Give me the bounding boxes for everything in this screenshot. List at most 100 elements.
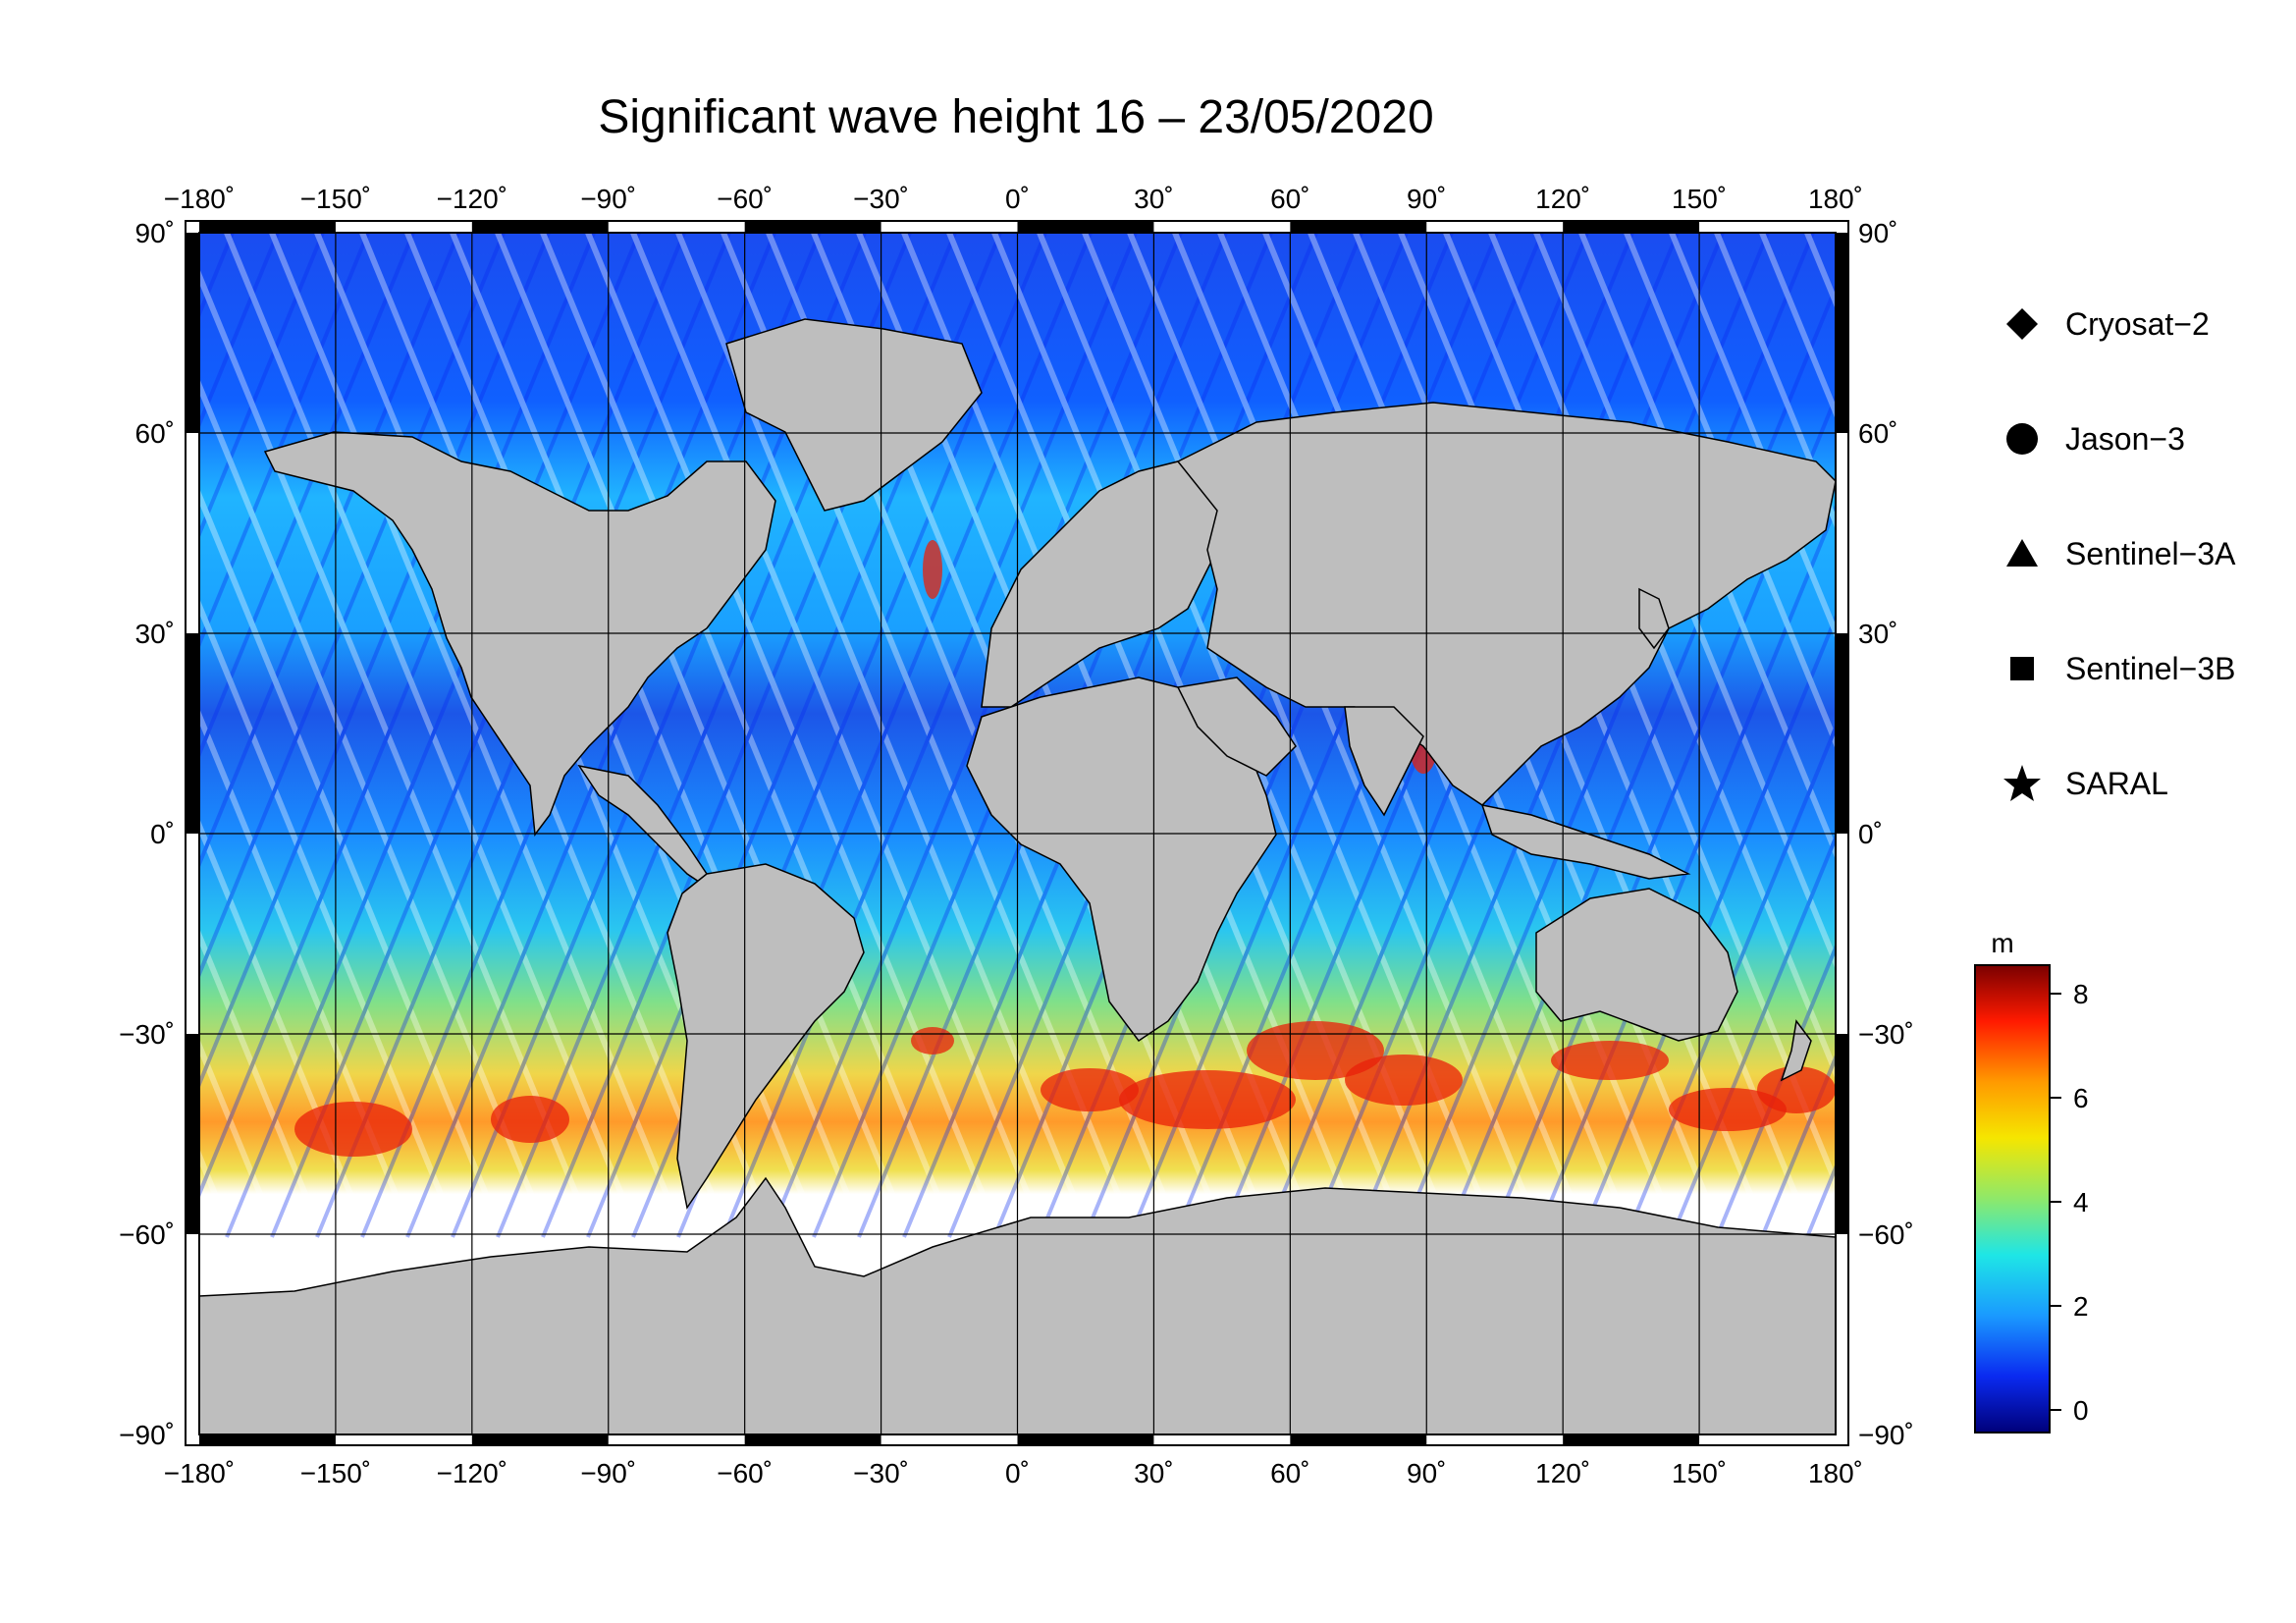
colorbar-tick-label: 6 (2073, 1083, 2089, 1113)
lon-tick-label: −180˚ (164, 1458, 235, 1488)
swath-track (199, 233, 596, 1200)
legend-item: SARAL (2002, 754, 2168, 813)
frame-segment (1563, 1434, 1700, 1445)
swath-track (450, 233, 868, 1239)
frame-segment (744, 1434, 881, 1445)
lat-tick-label: 60˚ (135, 418, 175, 449)
lon-tick-label: 150˚ (1672, 184, 1727, 214)
swath-track (199, 267, 597, 1239)
lon-tick-label: −90˚ (580, 184, 636, 214)
legend-item: Jason−3 (2002, 409, 2185, 468)
swath-track (0, 233, 52, 1237)
lon-tick-label: 180˚ (1808, 184, 1863, 214)
frame-segment (1563, 221, 1700, 233)
swath-track (1670, 832, 1836, 1238)
latitude-labels-left: 90˚ 60˚ 30˚ 0˚ −30˚ −60˚ −90˚ (119, 218, 175, 1450)
land-greenland (725, 318, 983, 512)
swath-track (224, 233, 642, 1239)
lon-tick-label: −180˚ (164, 184, 235, 214)
swath-track (1444, 282, 1836, 1238)
swath-track (0, 233, 7, 1237)
lat-tick-label: 30˚ (1858, 619, 1897, 649)
high-wave-spot (1551, 1041, 1669, 1080)
colorbar: m 8 6 4 2 0 (1974, 928, 2089, 1434)
colorbar-tick-label: 0 (2073, 1395, 2089, 1426)
land-indonesia (1480, 804, 1691, 880)
swath-track (199, 377, 552, 1239)
swath-track (269, 233, 687, 1239)
lon-tick-label: 0˚ (1005, 1458, 1030, 1488)
lat-tick-label: −30˚ (1858, 1019, 1914, 1050)
swath-track (1578, 233, 1836, 860)
swath-track (0, 233, 187, 1237)
diamond-icon (2002, 304, 2042, 344)
lat-tick-label: 0˚ (1858, 819, 1883, 849)
swath-track (767, 233, 1183, 1238)
longitude-labels-top: −180˚ −150˚ −120˚ −90˚ −60˚ −30˚ 0˚ 30˚ 60˚ 90˚ 12… (164, 184, 1863, 214)
swath-track (721, 233, 1138, 1238)
swath-track (199, 928, 326, 1239)
lon-tick-label: 0˚ (1005, 184, 1030, 214)
lat-tick-label: −60˚ (119, 1219, 175, 1250)
lon-tick-label: −150˚ (300, 1458, 371, 1488)
swath-track (1897, 233, 2296, 1237)
lon-tick-label: −30˚ (853, 184, 909, 214)
frame-segment (1017, 221, 1154, 233)
swath-track (1714, 233, 1836, 530)
swath-track (199, 488, 507, 1239)
swath-track (0, 233, 97, 1237)
high-wave-spot (1669, 1088, 1787, 1131)
lat-tick-label: 30˚ (135, 619, 175, 649)
frame-segment (744, 221, 881, 233)
high-wave-spot (923, 540, 942, 599)
swath-track (1624, 233, 1836, 750)
frame-ticks (186, 221, 1848, 1445)
lon-tick-label: 150˚ (1672, 1458, 1727, 1488)
high-wave-spot (1345, 1055, 1463, 1106)
swath-track (1760, 1053, 1836, 1238)
swath-track (540, 233, 958, 1239)
land-asia (1176, 402, 1836, 806)
swath-track (1852, 233, 2265, 1237)
frame-segment (199, 1434, 336, 1445)
swath-track (1127, 233, 1545, 1239)
star-icon (2002, 764, 2042, 803)
swath-track (0, 233, 97, 1237)
swath-track (199, 818, 371, 1239)
high-wave-spot (911, 1027, 954, 1055)
map-title: Significant wave height 16 – 23/05/2020 (598, 91, 1434, 143)
frame-segment (471, 1434, 609, 1445)
lat-tick-label: −90˚ (119, 1420, 175, 1450)
high-wave-spot (1757, 1066, 1836, 1113)
swath-track (199, 233, 370, 650)
frame-segment (186, 1034, 199, 1234)
legend-item: Sentinel−3A (2002, 524, 2235, 583)
lon-tick-label: −120˚ (437, 184, 507, 214)
lon-tick-label: −60˚ (717, 1458, 773, 1488)
swath-track (495, 233, 913, 1239)
frame-segment (199, 221, 336, 233)
lon-tick-label: −60˚ (717, 184, 773, 214)
lon-tick-label: 60˚ (1270, 184, 1309, 214)
lat-tick-label: −30˚ (119, 1019, 175, 1050)
legend-label: Cryosat−2 (2065, 305, 2210, 342)
square-icon (2002, 649, 2042, 688)
frame-segment (1290, 221, 1427, 233)
swath-track (630, 233, 1048, 1239)
lon-tick-label: −150˚ (300, 184, 371, 214)
lon-tick-label: 90˚ (1407, 184, 1446, 214)
lon-tick-label: 120˚ (1535, 184, 1590, 214)
swath-track (1128, 233, 1544, 1238)
frame-segment (1290, 1434, 1427, 1445)
frame-segment (1836, 233, 1848, 433)
swath-track (199, 233, 280, 430)
colorbar-tick-label: 4 (2073, 1187, 2089, 1217)
legend-label: Jason−3 (2065, 420, 2185, 457)
high-wave-spot (491, 1096, 569, 1143)
swath-track (199, 233, 551, 1090)
swath-track (0, 233, 142, 1237)
frame-segment (1836, 633, 1848, 834)
swath-track (1852, 233, 2265, 1237)
lat-tick-label: 90˚ (135, 218, 175, 248)
